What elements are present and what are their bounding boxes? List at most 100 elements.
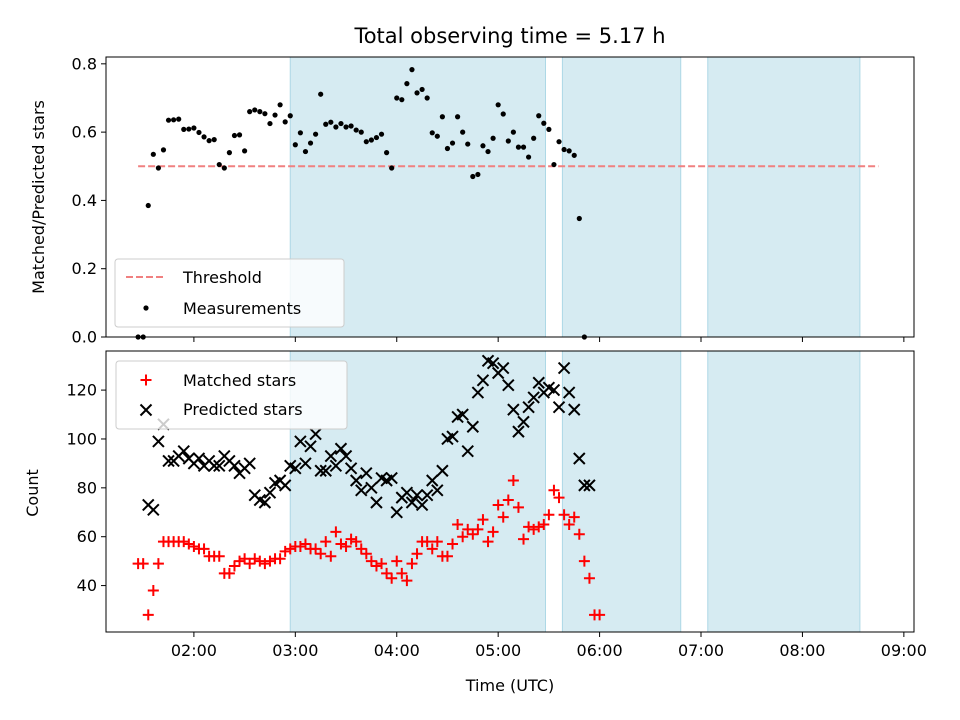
- matched-star-point: [583, 572, 595, 584]
- matched-star-point: [370, 560, 382, 572]
- matched-star-point: [294, 540, 306, 552]
- matched-star-point: [578, 555, 590, 567]
- matched-star-point: [152, 558, 164, 570]
- predicted-star-point: [289, 462, 302, 475]
- y-tick-label: 40: [77, 576, 97, 595]
- legend-measurements-swatch: [143, 305, 149, 311]
- matched-star-point: [254, 555, 266, 567]
- matched-star-point: [431, 536, 443, 548]
- measurement-point: [171, 117, 177, 123]
- matched-star-point: [482, 536, 494, 548]
- measurement-point: [287, 113, 293, 119]
- measurement-point: [150, 151, 156, 157]
- bottom-legend: Matched stars Predicted stars: [115, 360, 348, 430]
- predicted-star-point: [278, 479, 292, 492]
- matched-star-point: [264, 555, 276, 567]
- measurement-point: [419, 86, 425, 93]
- matched-star-point: [406, 558, 418, 570]
- matched-star-point: [563, 518, 575, 530]
- matched-star-point: [183, 538, 195, 550]
- measurement-point: [302, 148, 309, 155]
- predicted-star-point: [207, 459, 221, 473]
- predicted-star-point: [329, 459, 343, 473]
- shaded-interval: [707, 56, 861, 338]
- matched-star-point: [386, 572, 398, 584]
- measurement-point: [470, 173, 476, 180]
- matched-star-point: [279, 545, 291, 557]
- measurement-point: [307, 140, 314, 146]
- predicted-star-point: [400, 486, 414, 499]
- predicted-star-point: [426, 474, 439, 487]
- y-tick-label: 0.0: [72, 328, 97, 347]
- top-data-layer: [135, 67, 587, 340]
- measurement-point: [384, 150, 390, 156]
- matched-star-point: [249, 553, 261, 565]
- predicted-star-point: [527, 391, 540, 404]
- predicted-star-point: [334, 442, 348, 455]
- measurement-point: [500, 111, 506, 117]
- measurement-point: [373, 134, 380, 141]
- bottom-y-axis-label: Count: [23, 469, 42, 517]
- predicted-star-point: [299, 457, 312, 470]
- measurement-point: [449, 140, 456, 146]
- measurement-point: [576, 215, 582, 222]
- bottom-y-ticks: 40 60 80 100 120: [66, 381, 106, 595]
- matched-star-point: [487, 526, 499, 538]
- measurement-point: [429, 130, 435, 136]
- measurement-point: [282, 119, 288, 125]
- matched-star-point: [381, 567, 393, 579]
- measurement-point: [541, 120, 547, 126]
- measurement-point: [561, 146, 567, 153]
- measurement-point: [531, 135, 537, 141]
- measurement-point: [414, 90, 420, 96]
- measurement-point: [165, 117, 172, 123]
- matched-star-point: [426, 543, 438, 555]
- x-tick-label: 09:00: [881, 641, 927, 660]
- matched-star-point: [299, 538, 311, 550]
- matched-star-point: [523, 521, 535, 533]
- top-y-axis-label: Matched/Predicted stars: [29, 100, 48, 294]
- matched-star-point: [325, 550, 337, 562]
- x-tick-label: 04:00: [374, 641, 420, 660]
- legend-box: [115, 360, 348, 430]
- measurement-point: [454, 114, 461, 120]
- matched-star-point: [137, 558, 149, 570]
- predicted-star-point: [385, 471, 398, 485]
- predicted-star-point: [339, 449, 353, 463]
- x-tick-label: 07:00: [678, 641, 724, 660]
- matched-star-point: [365, 555, 377, 567]
- y-tick-label: 60: [77, 527, 97, 546]
- predicted-star-point: [304, 440, 317, 453]
- measurement-point: [242, 148, 248, 154]
- measurement-point: [490, 135, 496, 141]
- predicted-star-point: [324, 449, 338, 463]
- measurement-point: [226, 150, 232, 156]
- predicted-star-point: [507, 403, 520, 416]
- matched-star-point: [502, 494, 514, 506]
- matched-star-point: [462, 523, 474, 535]
- x-tick-label: 03:00: [272, 641, 318, 660]
- top-axes-frame: [105, 56, 915, 338]
- matched-star-point: [310, 543, 322, 555]
- measurement-point: [358, 129, 364, 135]
- y-tick-label: 0.6: [72, 123, 97, 142]
- legend-matched-label: Matched stars: [183, 371, 296, 390]
- predicted-star-point: [355, 484, 368, 497]
- matched-star-point: [228, 560, 240, 572]
- predicted-star-point: [309, 427, 322, 441]
- predicted-star-point: [370, 496, 383, 509]
- measurement-point: [551, 161, 557, 168]
- predicted-star-point: [552, 400, 566, 414]
- top-x-ticks: [193, 337, 905, 342]
- figure-title: Total observing time = 5.17 h: [353, 24, 665, 48]
- measurement-point: [510, 129, 516, 135]
- measurement-point: [231, 132, 238, 139]
- measurement-point: [211, 137, 217, 143]
- predicted-star-point: [512, 425, 525, 438]
- matched-star-point: [518, 533, 530, 545]
- matched-star-point: [538, 518, 550, 530]
- measurement-point: [297, 130, 303, 136]
- matched-star-point: [391, 555, 403, 567]
- legend-predicted-label: Predicted stars: [183, 400, 303, 419]
- predicted-star-point: [461, 444, 474, 458]
